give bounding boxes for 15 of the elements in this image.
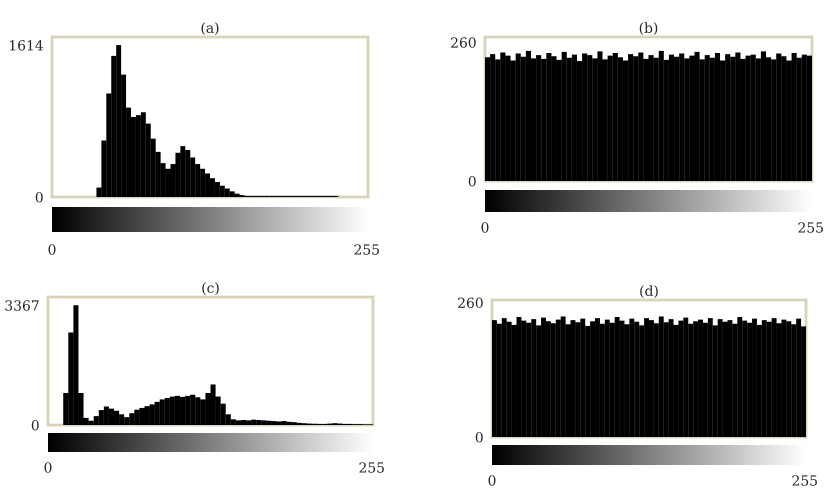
chart-title: (b) xyxy=(640,22,658,35)
chart-title: (c) xyxy=(202,282,219,295)
y-tick-label: 0 xyxy=(36,192,43,202)
x-tick-label: 255 xyxy=(354,244,379,255)
chart-title: (d) xyxy=(640,285,658,298)
y-tick-label: 3367 xyxy=(5,300,39,311)
y-tick-label: 0 xyxy=(468,176,476,186)
y-tick-label: 1614 xyxy=(10,40,43,51)
chart-title: (a) xyxy=(202,22,218,35)
y-tick-label: 260 xyxy=(458,298,483,308)
x-tick-label: 255 xyxy=(792,475,817,486)
x-tick-label: 255 xyxy=(359,462,384,473)
y-tick-label: 0 xyxy=(32,420,39,430)
x-tick-label: 255 xyxy=(798,222,823,233)
y-tick-label: 260 xyxy=(451,37,476,48)
